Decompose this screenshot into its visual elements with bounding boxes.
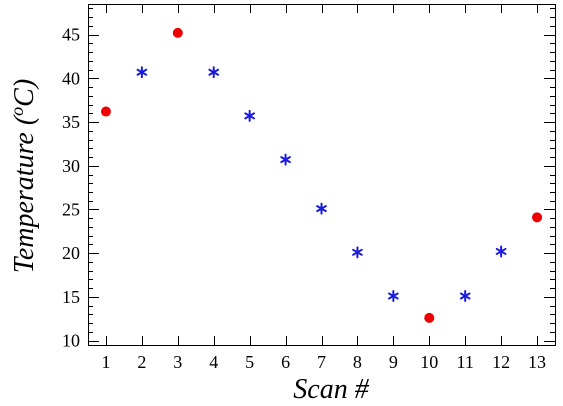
- x-axis-ticks: 1 2 3 4 5 6 7 8 9 10 11 12 13: [101, 4, 546, 372]
- x-tick-label: 11: [457, 352, 474, 372]
- y-axis-title: Temperature (oC): [7, 79, 40, 273]
- data-points: [100, 27, 543, 323]
- data-point-circle: [100, 106, 111, 117]
- x-tick-label: 7: [317, 352, 326, 372]
- y-axis-title-superscript: o: [7, 107, 27, 116]
- data-point-asterisk: [208, 66, 220, 79]
- y-tick-label: 35: [62, 112, 80, 132]
- y-axis-title-tail: C): [9, 79, 40, 107]
- y-tick-label: 40: [62, 68, 80, 88]
- x-tick-label: 13: [528, 352, 546, 372]
- data-point-asterisk: [388, 290, 399, 303]
- x-tick-label: 1: [101, 352, 110, 372]
- x-tick-label: 3: [173, 352, 182, 372]
- x-tick-label: 5: [245, 352, 254, 372]
- data-point-asterisk: [495, 245, 507, 258]
- y-tick-label: 45: [62, 25, 80, 45]
- plot-frame: [88, 4, 556, 346]
- x-tick-label: 2: [137, 352, 146, 372]
- data-point-asterisk: [316, 202, 327, 215]
- y-tick-label: 20: [62, 243, 80, 263]
- y-axis-title-main: Temperature (: [9, 114, 40, 273]
- data-point-asterisk: [280, 153, 291, 166]
- y-tick-label: 30: [62, 156, 80, 176]
- y-axis-ticks: 10 15 20 25 30 35 40 45: [62, 8, 555, 351]
- x-tick-label: 9: [389, 352, 398, 372]
- y-tick-label: 15: [62, 287, 80, 307]
- x-tick-label: 4: [209, 352, 218, 372]
- x-tick-label: 10: [420, 352, 438, 372]
- data-point-asterisk: [459, 290, 471, 303]
- data-point-circle: [172, 27, 183, 38]
- x-tick-label: 6: [281, 352, 290, 372]
- x-axis-title: Scan #: [293, 374, 369, 405]
- data-point-asterisk: [244, 109, 255, 122]
- y-tick-label: 25: [62, 199, 80, 219]
- data-point-circle: [532, 212, 543, 223]
- x-tick-label: 8: [353, 352, 362, 372]
- data-point-asterisk: [352, 246, 363, 259]
- data-point-circle: [424, 312, 435, 323]
- y-tick-label: 10: [62, 331, 80, 351]
- data-point-asterisk: [136, 66, 148, 79]
- x-tick-label: 12: [492, 352, 510, 372]
